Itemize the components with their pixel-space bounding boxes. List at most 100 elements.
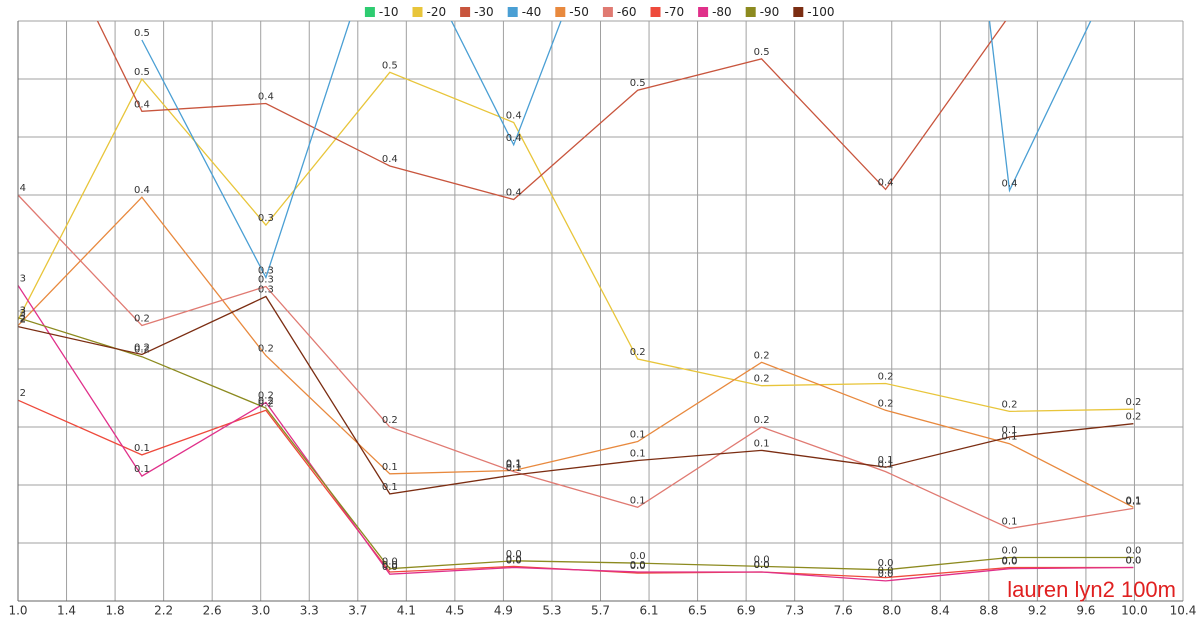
x-tick-label: 2.6: [203, 604, 222, 618]
value-label: 0.2: [754, 415, 770, 426]
value-label: 0.0: [754, 554, 770, 565]
legend-swatch: [460, 7, 471, 17]
value-label: 0.1: [506, 459, 522, 470]
value-label: 0.4: [1002, 179, 1018, 190]
value-label: 0.2: [134, 314, 150, 325]
value-label: 0.1: [506, 460, 522, 471]
legend-swatch: [745, 7, 756, 17]
x-tick-label: 1.4: [57, 604, 76, 618]
value-label: 0.2: [754, 374, 770, 385]
value-label: 0.4: [134, 185, 150, 196]
value-label: 0.5: [382, 60, 398, 71]
value-label: 0.5: [134, 28, 150, 39]
value-label: 0.5: [630, 78, 646, 89]
value-label: 0.1: [134, 464, 150, 475]
value-label: 0.1: [630, 448, 646, 459]
value-label: 0.0: [382, 557, 398, 568]
value-label: 0.0: [630, 561, 646, 572]
value-label: 0.1: [1002, 432, 1018, 443]
value-label: 0.3: [258, 274, 274, 285]
value-label: 0.0: [754, 560, 770, 571]
value-label: 0.4: [506, 187, 522, 198]
legend-swatch: [507, 7, 518, 17]
x-tick-label: 6.5: [688, 604, 707, 618]
legend: -10 -20 -30 -40 -50 -60 -70 -80 -90 -100: [364, 5, 835, 19]
value-label: 0.0: [1002, 546, 1018, 557]
value-label: 0.1: [382, 482, 398, 493]
legend-label: -100: [807, 5, 834, 19]
value-label: 0.4: [10, 183, 26, 194]
value-label: 0.4: [382, 154, 398, 165]
value-label: 0.5: [754, 47, 770, 58]
value-label: 0.3: [10, 308, 26, 319]
value-label: 0.1: [878, 455, 894, 466]
value-label: 0.0: [1002, 557, 1018, 568]
x-tick-label: 10.4: [1170, 604, 1197, 618]
x-tick-label: 4.9: [494, 604, 513, 618]
legend-label: -20: [427, 5, 447, 19]
value-label: 0.0: [1125, 556, 1141, 567]
value-label: 0.1: [1002, 517, 1018, 528]
value-label: 0.2: [258, 398, 274, 409]
value-label: 0.2: [10, 388, 26, 399]
value-label: 0.3: [258, 266, 274, 277]
value-label: 0.2: [1002, 399, 1018, 410]
value-label: 0.0: [382, 562, 398, 573]
value-label: 0.1: [506, 463, 522, 474]
legend-swatch: [555, 7, 566, 17]
value-label: 0.4: [258, 92, 274, 103]
value-label: 0.2: [1125, 397, 1141, 408]
x-tick-label: 2.2: [154, 604, 173, 618]
series-line: [96, 21, 1007, 201]
legend-label: -90: [760, 5, 780, 19]
value-label: 0.0: [506, 554, 522, 565]
value-label: 0.3: [258, 285, 274, 296]
value-label: 0.3: [258, 213, 274, 224]
value-label: 0.2: [10, 314, 26, 325]
x-tick-label: 8.8: [979, 604, 998, 618]
value-label: 0.3: [10, 273, 26, 284]
value-labels: 0.3 0.5 0.3 0.5 0.4 0.2 0.2 0.2 0.2 0.2 0.4 0.4 0.4 0…: [10, 28, 1141, 580]
plot: [18, 21, 1134, 582]
value-label: 0.0: [630, 560, 646, 571]
x-tick-label: 5.7: [591, 604, 610, 618]
value-label: 0.0: [630, 551, 646, 562]
legend-label: -40: [522, 5, 542, 19]
x-tick-label: 6.9: [737, 604, 756, 618]
value-label: 0.2: [630, 347, 646, 358]
value-label: 0.1: [1125, 496, 1141, 507]
legend-label: -10: [379, 5, 399, 19]
x-tick-label: 3.3: [300, 604, 319, 618]
value-label: 0.1: [878, 460, 894, 471]
x-tick-label: 3.0: [251, 604, 270, 618]
value-label: 0.0: [382, 560, 398, 571]
legend-label: -50: [569, 5, 589, 19]
value-label: 0.2: [1125, 412, 1141, 423]
x-tick-label: 5.3: [542, 604, 561, 618]
x-tick-label: 4.5: [445, 604, 464, 618]
legend-swatch: [650, 7, 661, 17]
value-label: 0.1: [1125, 495, 1141, 506]
x-tick-label: 9.2: [1028, 604, 1047, 618]
value-label: 0.2: [134, 345, 150, 356]
legend-swatch: [793, 7, 804, 17]
annotation: lauren lyn2 100m: [1007, 577, 1176, 602]
x-tick-label: 4.1: [397, 604, 416, 618]
x-tick-label: 8.0: [882, 604, 901, 618]
series-line: [18, 194, 1134, 530]
value-label: 0.2: [878, 398, 894, 409]
series-line: [141, 21, 1092, 280]
value-label: 0.0: [506, 556, 522, 567]
series-line: [18, 284, 1134, 582]
value-label: 0.0: [878, 558, 894, 569]
x-tick-label: 1.8: [106, 604, 125, 618]
value-label: 0.1: [630, 430, 646, 441]
value-label: 0.0: [506, 549, 522, 560]
legend-label: -60: [617, 5, 637, 19]
legend-label: -30: [474, 5, 494, 19]
series-line: [18, 71, 1134, 413]
value-label: 0.2: [10, 315, 26, 326]
legend-swatch: [698, 7, 709, 17]
legend-label: -70: [665, 5, 685, 19]
